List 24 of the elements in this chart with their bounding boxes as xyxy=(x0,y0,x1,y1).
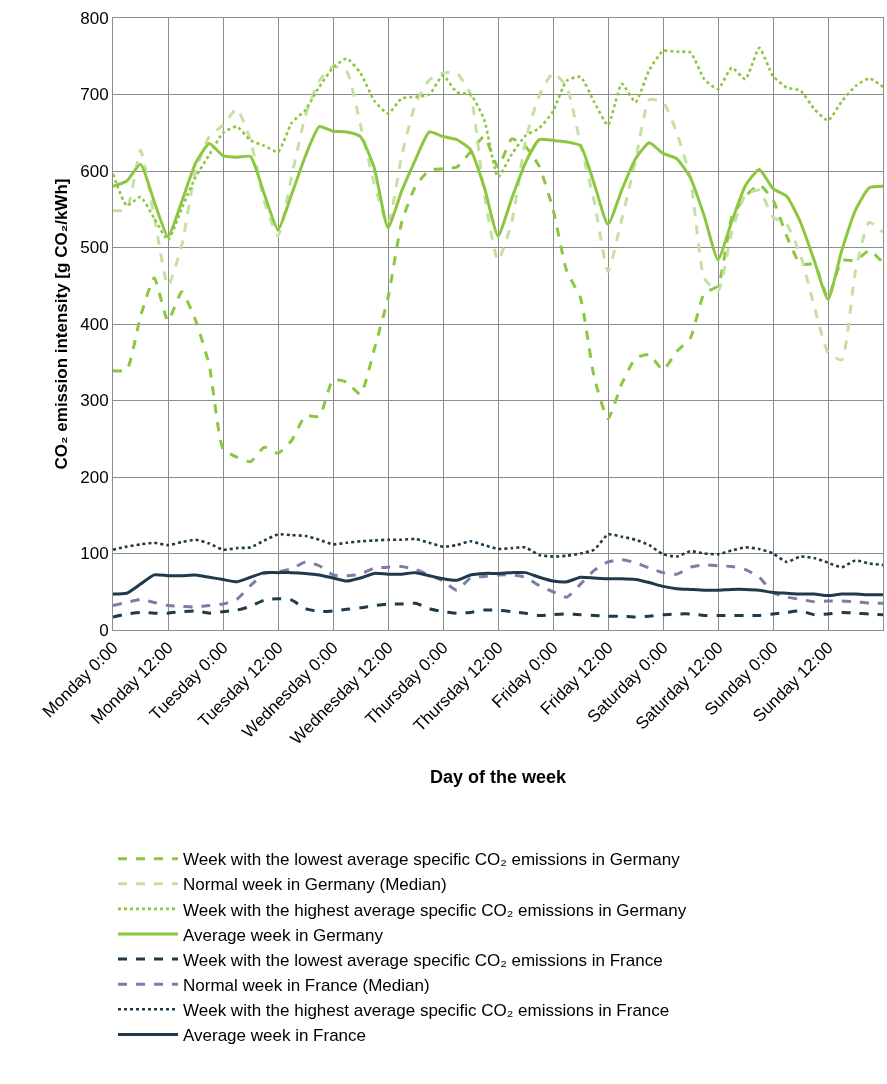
legend-label: Week with the highest average specific CO₂ emissions in France xyxy=(183,1000,670,1020)
line-series xyxy=(113,532,883,569)
y-tick-label: 800 xyxy=(80,8,109,28)
legend-label: Week with the lowest average specific CO₂ emissions in France xyxy=(183,950,663,970)
legend-label: Normal week in France (Median) xyxy=(183,975,430,995)
line-series xyxy=(113,570,883,598)
y-axis-title: CO₂ emission intensity [g CO₂/kWh] xyxy=(51,178,71,470)
y-tick-label: 500 xyxy=(80,238,109,258)
x-axis-title: Day of the week xyxy=(429,766,568,787)
legend-label: Average week in France xyxy=(183,1026,367,1046)
y-tick-label: 0 xyxy=(99,620,109,640)
legend-label: Normal week in Germany (Median) xyxy=(183,875,447,895)
y-tick-label: 600 xyxy=(80,161,109,181)
y-tick-label: 200 xyxy=(80,467,109,487)
line-series xyxy=(113,558,883,609)
legend-label: Week with the lowest average specific CO₂ emissions in Germany xyxy=(183,850,681,870)
legend-label: Week with the highest average specific CO₂ emissions in Germany xyxy=(183,900,687,920)
y-tick-label: 700 xyxy=(80,85,109,105)
legend-label: Average week in Germany xyxy=(183,925,384,945)
y-tick-label: 100 xyxy=(80,544,109,564)
y-tick-label: 300 xyxy=(80,391,109,411)
line-series xyxy=(113,597,883,619)
y-tick-label: 400 xyxy=(80,314,109,334)
line-series xyxy=(113,64,883,362)
